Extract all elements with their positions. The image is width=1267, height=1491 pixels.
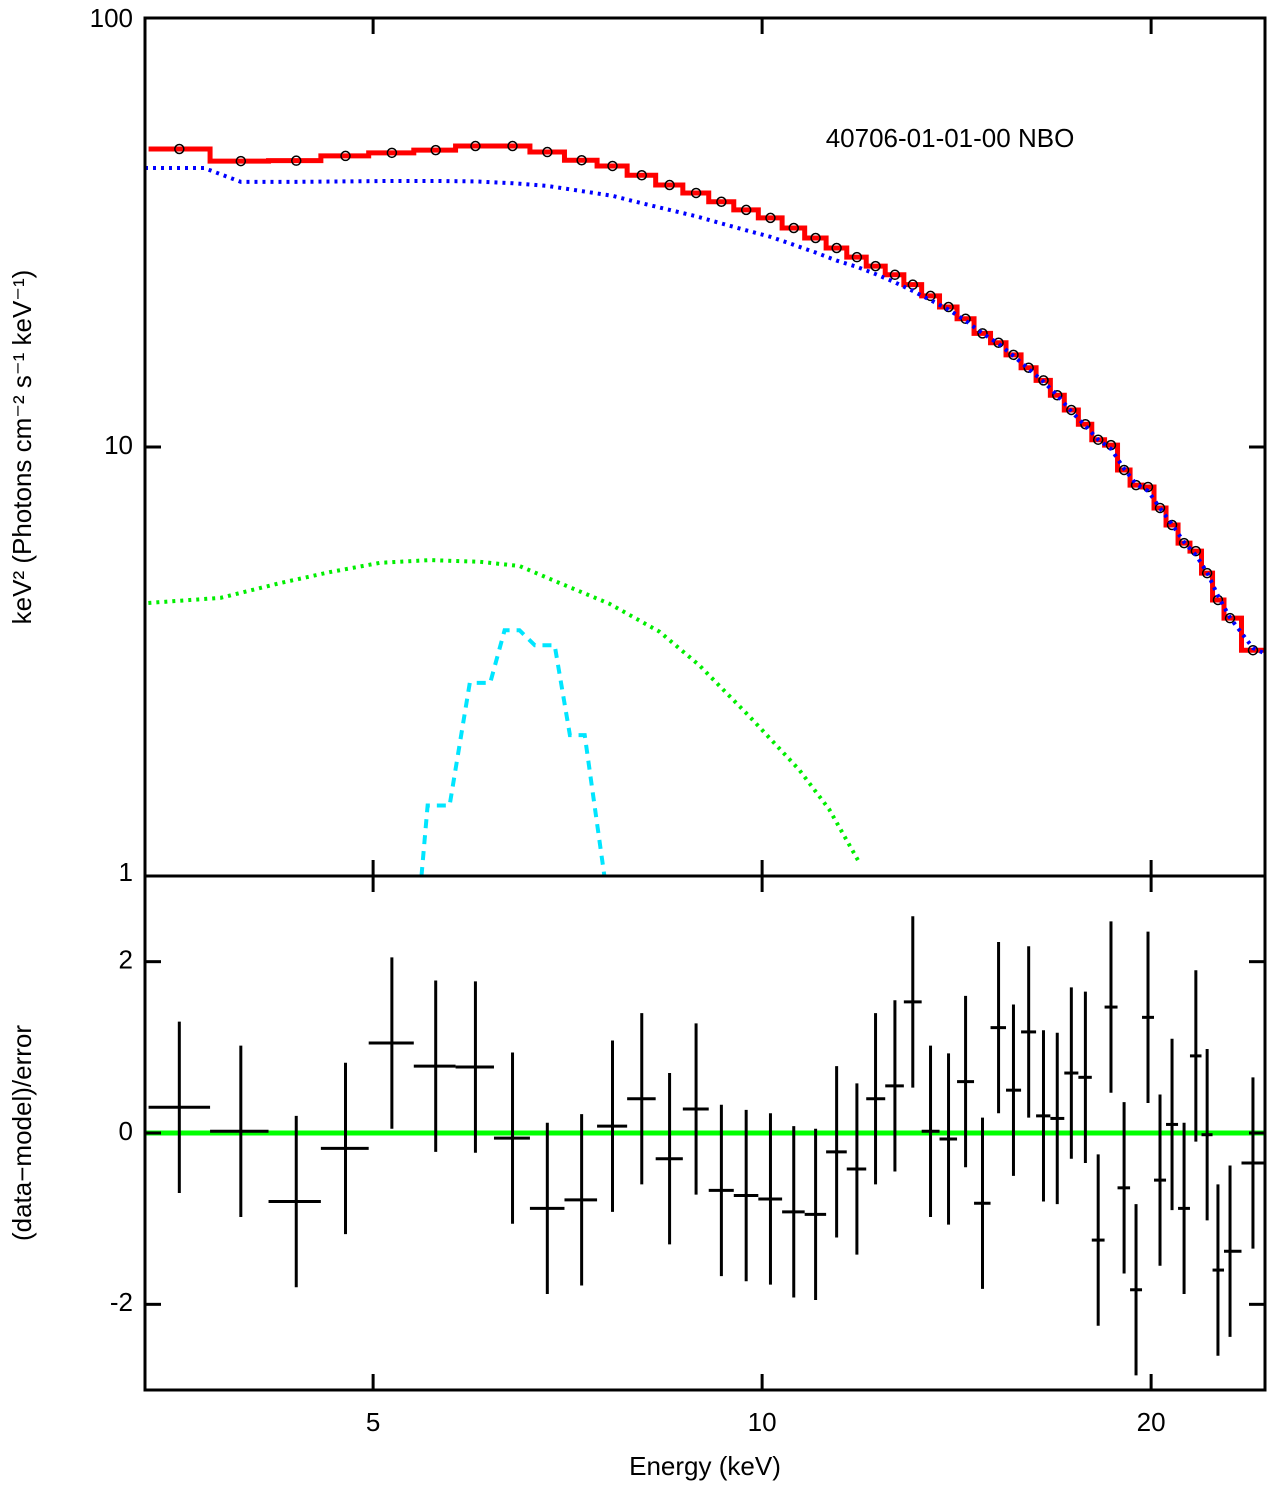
data-point	[831, 242, 842, 254]
data-point	[1008, 349, 1019, 361]
data-point	[174, 143, 185, 155]
data-point	[664, 179, 675, 191]
data-point	[290, 155, 302, 166]
x-tick-label: 5	[366, 1407, 380, 1437]
data-point	[690, 187, 702, 199]
data-point	[430, 144, 441, 156]
data-point	[507, 140, 518, 152]
y-axis-label: (data−model)/error	[7, 1025, 37, 1241]
data-point	[1092, 434, 1104, 445]
y-axis-label: keV² (Photons cm⁻² s⁻¹ keV⁻¹)	[7, 270, 37, 625]
y-tick-label: 2	[119, 945, 133, 975]
plot-area	[145, 916, 1265, 1376]
axes-frame	[143, 874, 1267, 1392]
data-point	[1201, 567, 1213, 579]
annotation: 40706-01-01-00 NBO	[826, 123, 1075, 153]
model-component	[148, 558, 861, 863]
data-point	[235, 155, 247, 167]
data-point	[810, 232, 821, 244]
model-component	[145, 166, 1265, 656]
data-point	[740, 204, 752, 216]
data-point	[1038, 375, 1049, 386]
data-point	[576, 155, 587, 166]
y-tick-label: 0	[119, 1116, 133, 1146]
data-point	[386, 147, 398, 159]
data-point	[340, 150, 351, 162]
data-point	[943, 301, 954, 313]
data-point	[1142, 481, 1154, 493]
data-point	[1190, 545, 1202, 557]
data-point	[788, 222, 800, 234]
data-point	[1224, 612, 1236, 624]
data-point	[870, 260, 881, 272]
data-point	[1178, 537, 1190, 549]
data-point	[470, 140, 481, 152]
data-point	[542, 146, 553, 158]
y-tick-label: 1	[119, 857, 133, 887]
data-point	[889, 269, 901, 281]
data-point	[1066, 404, 1077, 416]
data-point	[1052, 390, 1063, 401]
y-tick-label: 100	[90, 3, 133, 33]
data-point	[1247, 644, 1259, 656]
x-tick-label: 20	[1137, 1407, 1166, 1437]
model-step	[148, 143, 1265, 653]
plot-area	[145, 140, 1265, 876]
data-point	[607, 160, 618, 172]
model-component	[419, 628, 607, 876]
data-point	[636, 169, 648, 181]
data-point	[1154, 502, 1166, 514]
data-point	[977, 328, 988, 339]
y-tick-label: 10	[104, 430, 133, 460]
data-point	[993, 337, 1004, 348]
data-point	[1166, 519, 1178, 531]
data-point	[716, 196, 727, 207]
data-point	[1118, 464, 1130, 476]
data-point	[851, 251, 863, 263]
x-axis-label: Energy (keV)	[629, 1451, 781, 1481]
axes-frame	[143, 16, 1267, 878]
x-tick-label: 10	[748, 1407, 777, 1437]
y-tick-label: -2	[110, 1287, 133, 1317]
data-point	[765, 212, 776, 224]
